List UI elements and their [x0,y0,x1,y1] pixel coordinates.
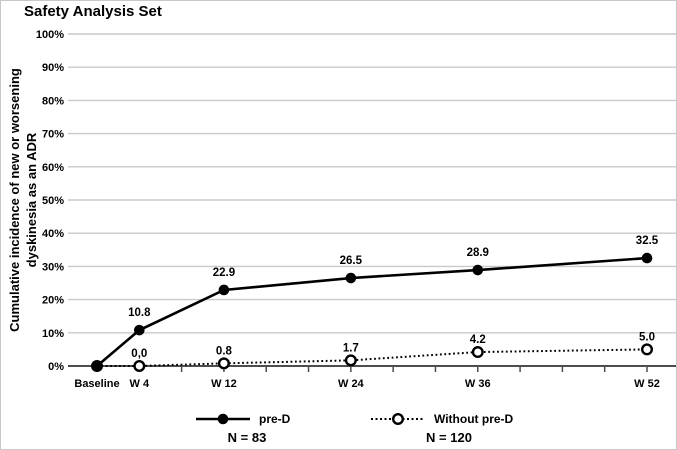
y-axis-title: Cumulative incidence of new or worsening… [6,0,40,400]
x-tick-label: W 24 [338,378,365,390]
legend: pre-D N = 83 Without pre-D N = 120 [0,410,677,450]
legend-item-pre-d: pre-D N = 83 [195,410,299,445]
y-tick-label: 50% [42,195,64,207]
y-axis-title-line2: dyskinesia as an ADR [24,132,39,268]
data-point-marker [472,264,484,276]
y-tick-label: 70% [42,129,64,141]
data-point-label: 10.8 [128,307,151,319]
data-point-label: 0,0 [131,348,147,360]
data-point-marker [641,343,654,356]
y-tick-label: 80% [42,95,64,107]
data-point-marker [471,346,484,359]
data-point-label: 4.2 [470,334,486,346]
series-line-pre-d [96,256,648,367]
legend-label-pre-d: pre-D [259,411,291,426]
y-tick-label: 30% [42,261,64,273]
data-point-label: 32.5 [636,235,659,247]
data-point-marker [641,252,653,264]
chart-title: Safety Analysis Set [24,3,162,20]
x-tick-label: Baseline [74,378,119,390]
data-point-marker [217,357,230,370]
y-tick-label: 90% [42,62,64,74]
data-point-marker [218,284,230,296]
data-point-label: 28.9 [467,247,489,259]
pre-d-line-marker-icon [196,413,250,424]
legend-n-without-pre-d: N = 120 [426,430,472,445]
y-tick-label: 0% [48,361,64,373]
legend-n-pre-d: N = 83 [227,430,267,445]
data-point-label: 1.7 [343,342,359,354]
data-point-marker [91,360,103,372]
legend-label-without-pre-d: Without pre-D [434,411,514,426]
data-point-label: 5.0 [639,331,655,343]
data-point-marker [345,272,357,284]
data-point-marker [133,360,146,373]
y-tick-label: 10% [42,328,64,340]
y-tick-label: 60% [42,162,64,174]
data-point-label: 26.5 [340,255,363,267]
x-tick-label: W 12 [211,378,237,390]
x-tick-label: W 4 [130,378,150,390]
without-pre-d-line-marker-icon [371,412,425,425]
series-line-without-pre-d [97,348,648,367]
legend-item-without-pre-d: Without pre-D N = 120 [370,410,528,445]
data-point-marker [344,354,357,367]
y-tick-label: 100% [36,29,64,41]
x-tick-label: W 52 [634,378,660,390]
data-point-label: 0.8 [216,345,233,357]
data-point-label: 22.9 [213,267,235,279]
data-point-marker [134,324,145,336]
y-axis-title-line1: Cumulative incidence of new or worsening [7,68,22,332]
x-tick-label: W 36 [465,378,491,390]
y-tick-label: 20% [42,295,64,307]
y-tick-label: 40% [42,228,64,240]
